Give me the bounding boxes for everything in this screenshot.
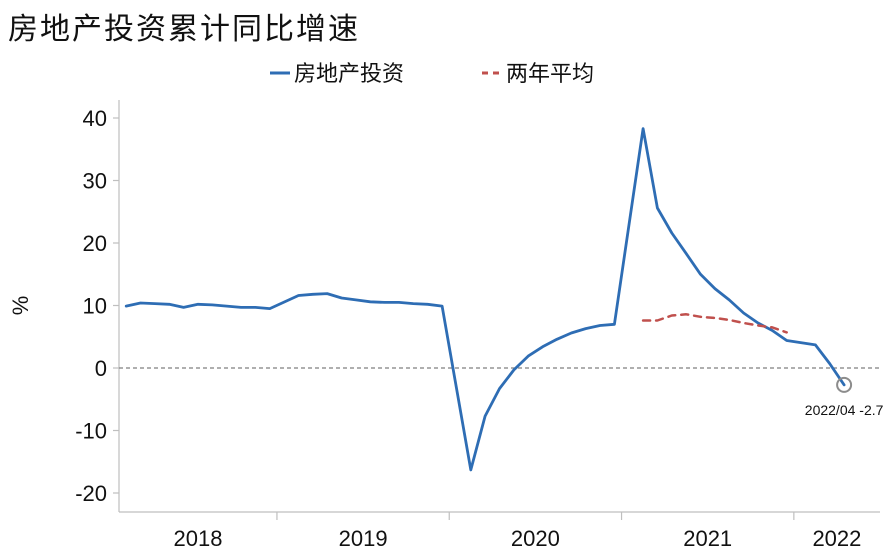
- chart-title: 房地产投资累计同比增速: [8, 12, 360, 47]
- annotation-label: 2022/04 -2.7: [805, 402, 884, 418]
- x-year-label: 2021: [683, 526, 732, 551]
- series-line-real-estate-investment: [124, 127, 846, 472]
- y-tick-label: -10: [75, 419, 107, 444]
- y-tick-label: 40: [83, 106, 107, 131]
- legend-label: 房地产投资: [294, 62, 404, 87]
- legend-item-two-year-average: 两年平均: [482, 62, 594, 87]
- y-tick-label: 20: [83, 231, 107, 256]
- legend-label: 两年平均: [506, 62, 594, 87]
- y-tick-label: 10: [83, 294, 107, 319]
- plot-area: 2022/04 -2.7: [119, 127, 884, 472]
- x-year-label: 2022: [812, 526, 861, 551]
- legend: 房地产投资 两年平均: [270, 62, 594, 87]
- y-tick-label: 30: [83, 169, 107, 194]
- x-year-label: 2020: [511, 526, 560, 551]
- axes: 40 30 20 10 0 -10 -20% 2018 2019 2020 2021 2022: [8, 100, 880, 551]
- x-year-label: 2019: [339, 526, 388, 551]
- y-axis-label: %: [8, 296, 33, 316]
- legend-item-real-estate-investment: 房地产投资: [270, 62, 404, 87]
- y-tick-label: 0: [95, 356, 107, 381]
- annotation-marker: [836, 376, 853, 393]
- y-tick-label: -20: [75, 481, 107, 506]
- x-year-label: 2018: [173, 526, 222, 551]
- series-line-two-year-average: [641, 313, 788, 334]
